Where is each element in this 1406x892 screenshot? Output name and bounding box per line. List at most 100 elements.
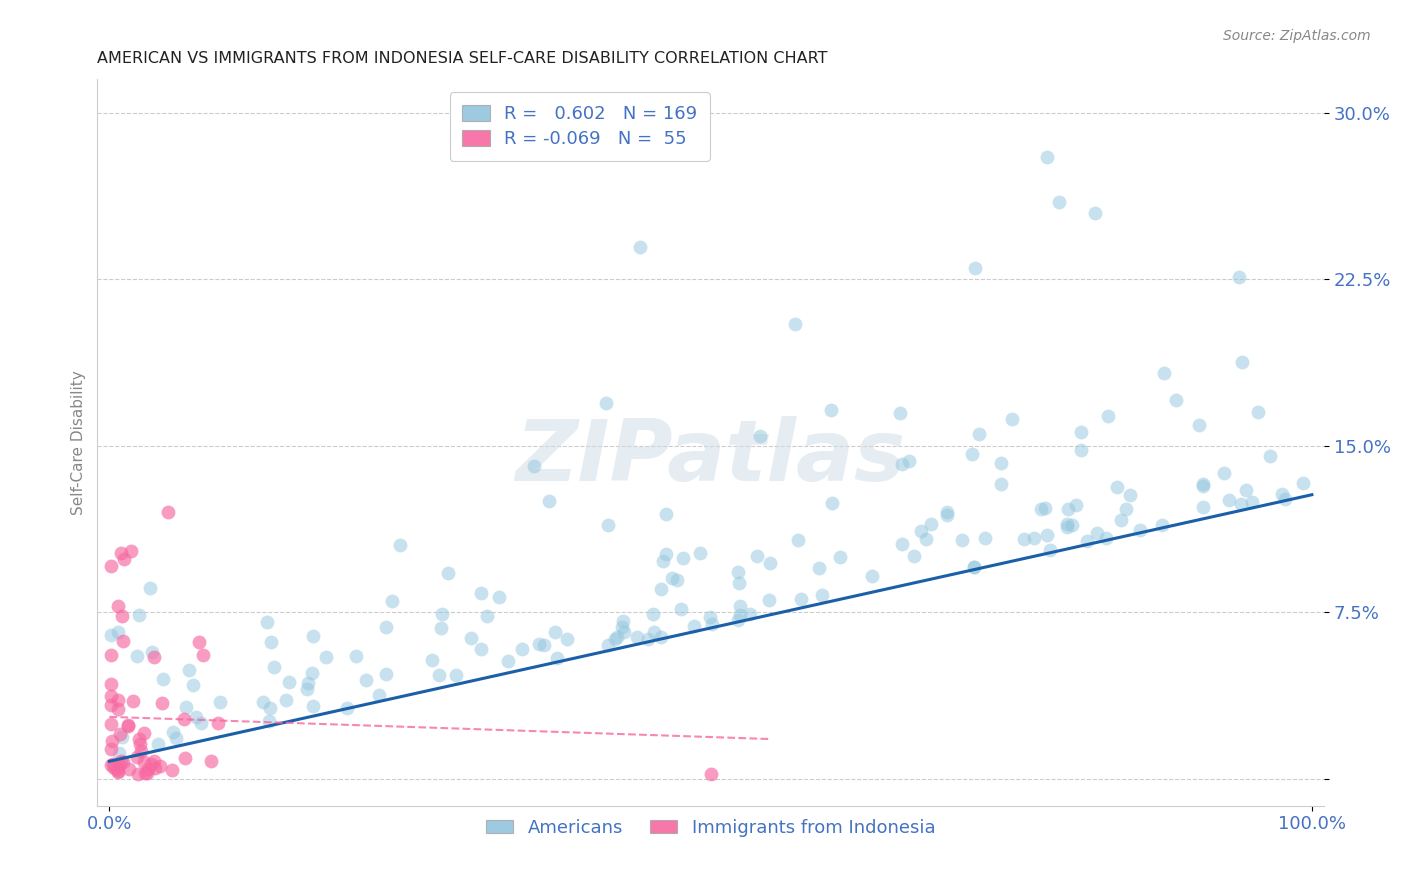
- Point: [1240, 494, 1263, 508]
- Point: [256, 615, 278, 629]
- Point: [160, 763, 183, 777]
- Point: [699, 767, 721, 781]
- Point: [475, 608, 498, 623]
- Point: [935, 505, 957, 519]
- Point: [1229, 498, 1251, 512]
- Point: [301, 629, 323, 643]
- Point: [177, 663, 200, 677]
- Point: [110, 754, 132, 768]
- Point: [388, 538, 411, 552]
- Point: [302, 699, 325, 714]
- Point: [952, 533, 974, 547]
- Point: [100, 741, 122, 756]
- Point: [546, 651, 568, 665]
- Point: [915, 533, 938, 547]
- Point: [672, 551, 695, 566]
- Point: [650, 630, 672, 644]
- Point: [641, 607, 664, 622]
- Point: [135, 765, 157, 780]
- Point: [100, 648, 122, 662]
- Point: [127, 767, 149, 781]
- Text: AMERICAN VS IMMIGRANTS FROM INDONESIA SELF-CARE DISABILITY CORRELATION CHART: AMERICAN VS IMMIGRANTS FROM INDONESIA SE…: [97, 51, 828, 66]
- Point: [1191, 478, 1213, 492]
- Point: [263, 660, 285, 674]
- Point: [148, 737, 170, 751]
- Point: [890, 457, 912, 471]
- Point: [612, 620, 634, 634]
- Point: [1022, 531, 1045, 545]
- Point: [1271, 487, 1294, 501]
- Point: [738, 607, 761, 621]
- Point: [129, 738, 152, 752]
- Point: [650, 582, 672, 596]
- Point: [965, 261, 987, 276]
- Point: [637, 632, 659, 646]
- Point: [297, 682, 319, 697]
- Point: [700, 616, 723, 631]
- Point: [191, 648, 214, 662]
- Point: [652, 554, 675, 568]
- Point: [990, 456, 1012, 470]
- Point: [820, 402, 842, 417]
- Text: Source: ZipAtlas.com: Source: ZipAtlas.com: [1223, 29, 1371, 43]
- Point: [344, 649, 367, 664]
- Point: [108, 727, 131, 741]
- Point: [758, 593, 780, 607]
- Point: [557, 632, 579, 646]
- Point: [460, 631, 482, 645]
- Point: [1094, 531, 1116, 545]
- Point: [107, 764, 129, 779]
- Point: [444, 667, 467, 681]
- Point: [117, 718, 139, 732]
- Point: [1188, 417, 1211, 432]
- Point: [612, 615, 634, 629]
- Point: [437, 566, 460, 581]
- Point: [889, 406, 911, 420]
- Point: [613, 624, 636, 639]
- Point: [759, 556, 782, 570]
- Point: [131, 744, 153, 758]
- Point: [727, 565, 749, 579]
- Point: [595, 395, 617, 409]
- Point: [139, 581, 162, 595]
- Point: [1166, 392, 1188, 407]
- Point: [427, 667, 450, 681]
- Point: [860, 569, 883, 583]
- Point: [1012, 532, 1035, 546]
- Point: [162, 724, 184, 739]
- Point: [1118, 488, 1140, 502]
- Point: [110, 546, 132, 560]
- Point: [1070, 425, 1092, 439]
- Point: [107, 599, 129, 613]
- Point: [1097, 409, 1119, 423]
- Point: [936, 508, 959, 522]
- Point: [252, 696, 274, 710]
- Point: [174, 700, 197, 714]
- Point: [963, 560, 986, 574]
- Point: [1129, 523, 1152, 537]
- Point: [152, 672, 174, 686]
- Point: [190, 716, 212, 731]
- Point: [1115, 501, 1137, 516]
- Point: [120, 544, 142, 558]
- Point: [1227, 269, 1250, 284]
- Point: [259, 701, 281, 715]
- Point: [730, 599, 752, 614]
- Point: [603, 632, 626, 647]
- Point: [1192, 500, 1215, 514]
- Point: [830, 550, 852, 565]
- Point: [643, 624, 665, 639]
- Point: [606, 630, 628, 644]
- Point: [626, 630, 648, 644]
- Point: [108, 747, 131, 761]
- Point: [354, 673, 377, 687]
- Point: [107, 692, 129, 706]
- Point: [496, 654, 519, 668]
- Point: [1105, 479, 1128, 493]
- Point: [655, 507, 678, 521]
- Point: [898, 453, 921, 467]
- Point: [128, 731, 150, 746]
- Point: [173, 751, 195, 765]
- Point: [1036, 150, 1059, 164]
- Legend: Americans, Immigrants from Indonesia: Americans, Immigrants from Indonesia: [479, 812, 942, 844]
